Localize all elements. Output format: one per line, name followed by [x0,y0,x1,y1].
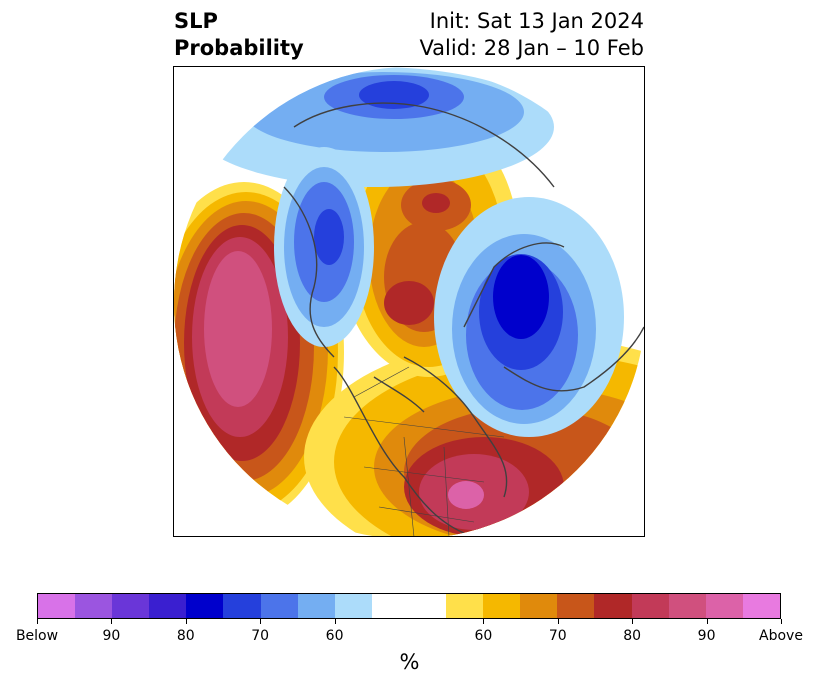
colorbar-segment [260,594,298,618]
map-svg [174,67,644,536]
colorbar-segment [75,594,113,618]
north-atlantic-low [434,197,624,437]
colorbar-tick-mark [483,619,485,624]
colorbar-tick-mark [111,619,113,624]
probability-map [173,66,645,537]
title-variable: SLP [174,9,218,33]
colorbar-tick-label: 70 [251,628,270,644]
colorbar-segment [112,594,150,618]
valid-range: Valid: 28 Jan – 10 Feb [419,36,644,60]
coastlines [283,102,644,536]
title-block-right: Init: Sat 13 Jan 2024 Valid: 28 Jan – 10… [419,8,644,62]
colorbar-tick-mark [557,619,559,624]
colorbar-tick-label: 80 [176,628,195,644]
colorbar-segment [705,594,743,618]
colorbar-segment [223,594,261,618]
colorbar-tick-label: 90 [697,628,716,644]
colorbar-tick-mark [632,619,634,624]
colorbar-tick-mark [334,619,336,624]
colorbar-tick-label: Above [759,628,803,644]
colorbar-segment [483,594,521,618]
colorbar-segment [520,594,558,618]
colorbar-tick-mark [781,619,782,624]
title-block-left: SLP Probability [174,8,304,62]
colorbar [37,593,781,619]
colorbar-segment [742,594,780,618]
colorbar-segment [557,594,595,618]
colorbar-segment [38,594,76,618]
colorbar-tick-mark [706,619,708,624]
southeast-us-high [304,337,644,536]
colorbar-segment [297,594,335,618]
borders [343,366,505,536]
colorbar-segment [186,594,224,618]
colorbar-segment [149,594,187,618]
init-date: Init: Sat 13 Jan 2024 [429,9,644,33]
asia-low [274,147,374,347]
colorbar-segment [631,594,669,618]
colorbar-segment [668,594,706,618]
colorbar-segment [446,594,484,618]
colorbar-tick-mark [37,619,38,624]
colorbar-segment [594,594,632,618]
colorbar-label: % [399,650,420,674]
colorbar-tick-label: 60 [474,628,493,644]
colorbar-segment [334,594,372,618]
colorbar-tick-label: Below [15,628,59,644]
colorbar-segment [371,594,447,618]
siberia-low [194,67,554,187]
colorbar-tick-label: 80 [623,628,642,644]
colorbar-tick-label: 60 [325,628,344,644]
colorbar-tick-mark [185,619,187,624]
title-subtitle: Probability [174,36,304,60]
colorbar-tick-label: 70 [548,628,567,644]
colorbar-tick-mark [260,619,262,624]
colorbar-tick-label: 90 [102,628,121,644]
